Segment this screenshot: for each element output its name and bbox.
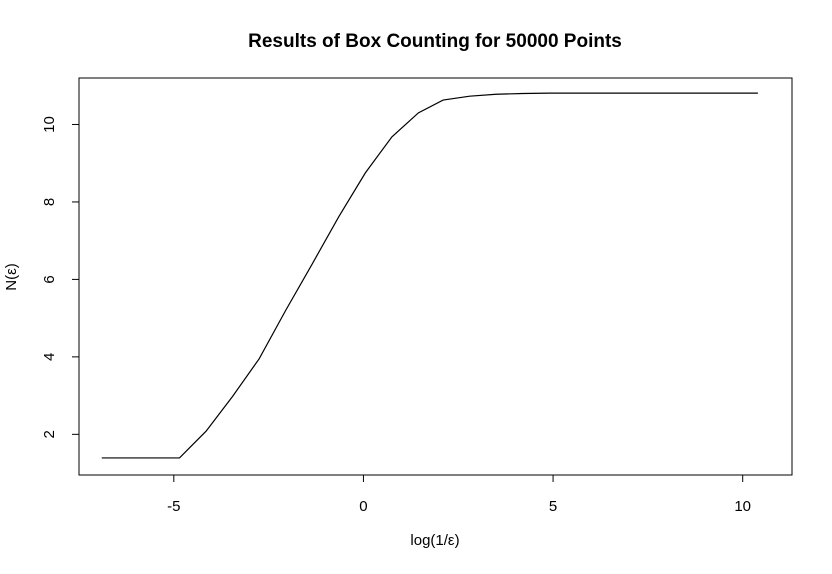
x-tick-label: 0 bbox=[359, 498, 367, 515]
y-tick-label: 6 bbox=[41, 275, 58, 283]
y-tick-label: 10 bbox=[41, 116, 58, 133]
x-axis: -5 0 5 10 bbox=[167, 475, 751, 515]
data-line bbox=[101, 92, 758, 459]
plot-frame bbox=[78, 77, 793, 476]
x-tick-label: 5 bbox=[549, 498, 557, 515]
y-tick-label: 2 bbox=[41, 430, 58, 438]
x-axis-label: log(1/ε) bbox=[410, 532, 459, 549]
y-axis: 2 4 6 8 10 bbox=[41, 116, 79, 439]
y-tick-label: 4 bbox=[41, 353, 58, 361]
x-tick-label: -5 bbox=[167, 498, 180, 515]
y-axis-label: N(ε) bbox=[3, 263, 20, 291]
chart-title: Results of Box Counting for 50000 Points bbox=[248, 31, 622, 52]
y-tick-label: 8 bbox=[41, 198, 58, 206]
x-tick-label: 10 bbox=[734, 498, 751, 515]
